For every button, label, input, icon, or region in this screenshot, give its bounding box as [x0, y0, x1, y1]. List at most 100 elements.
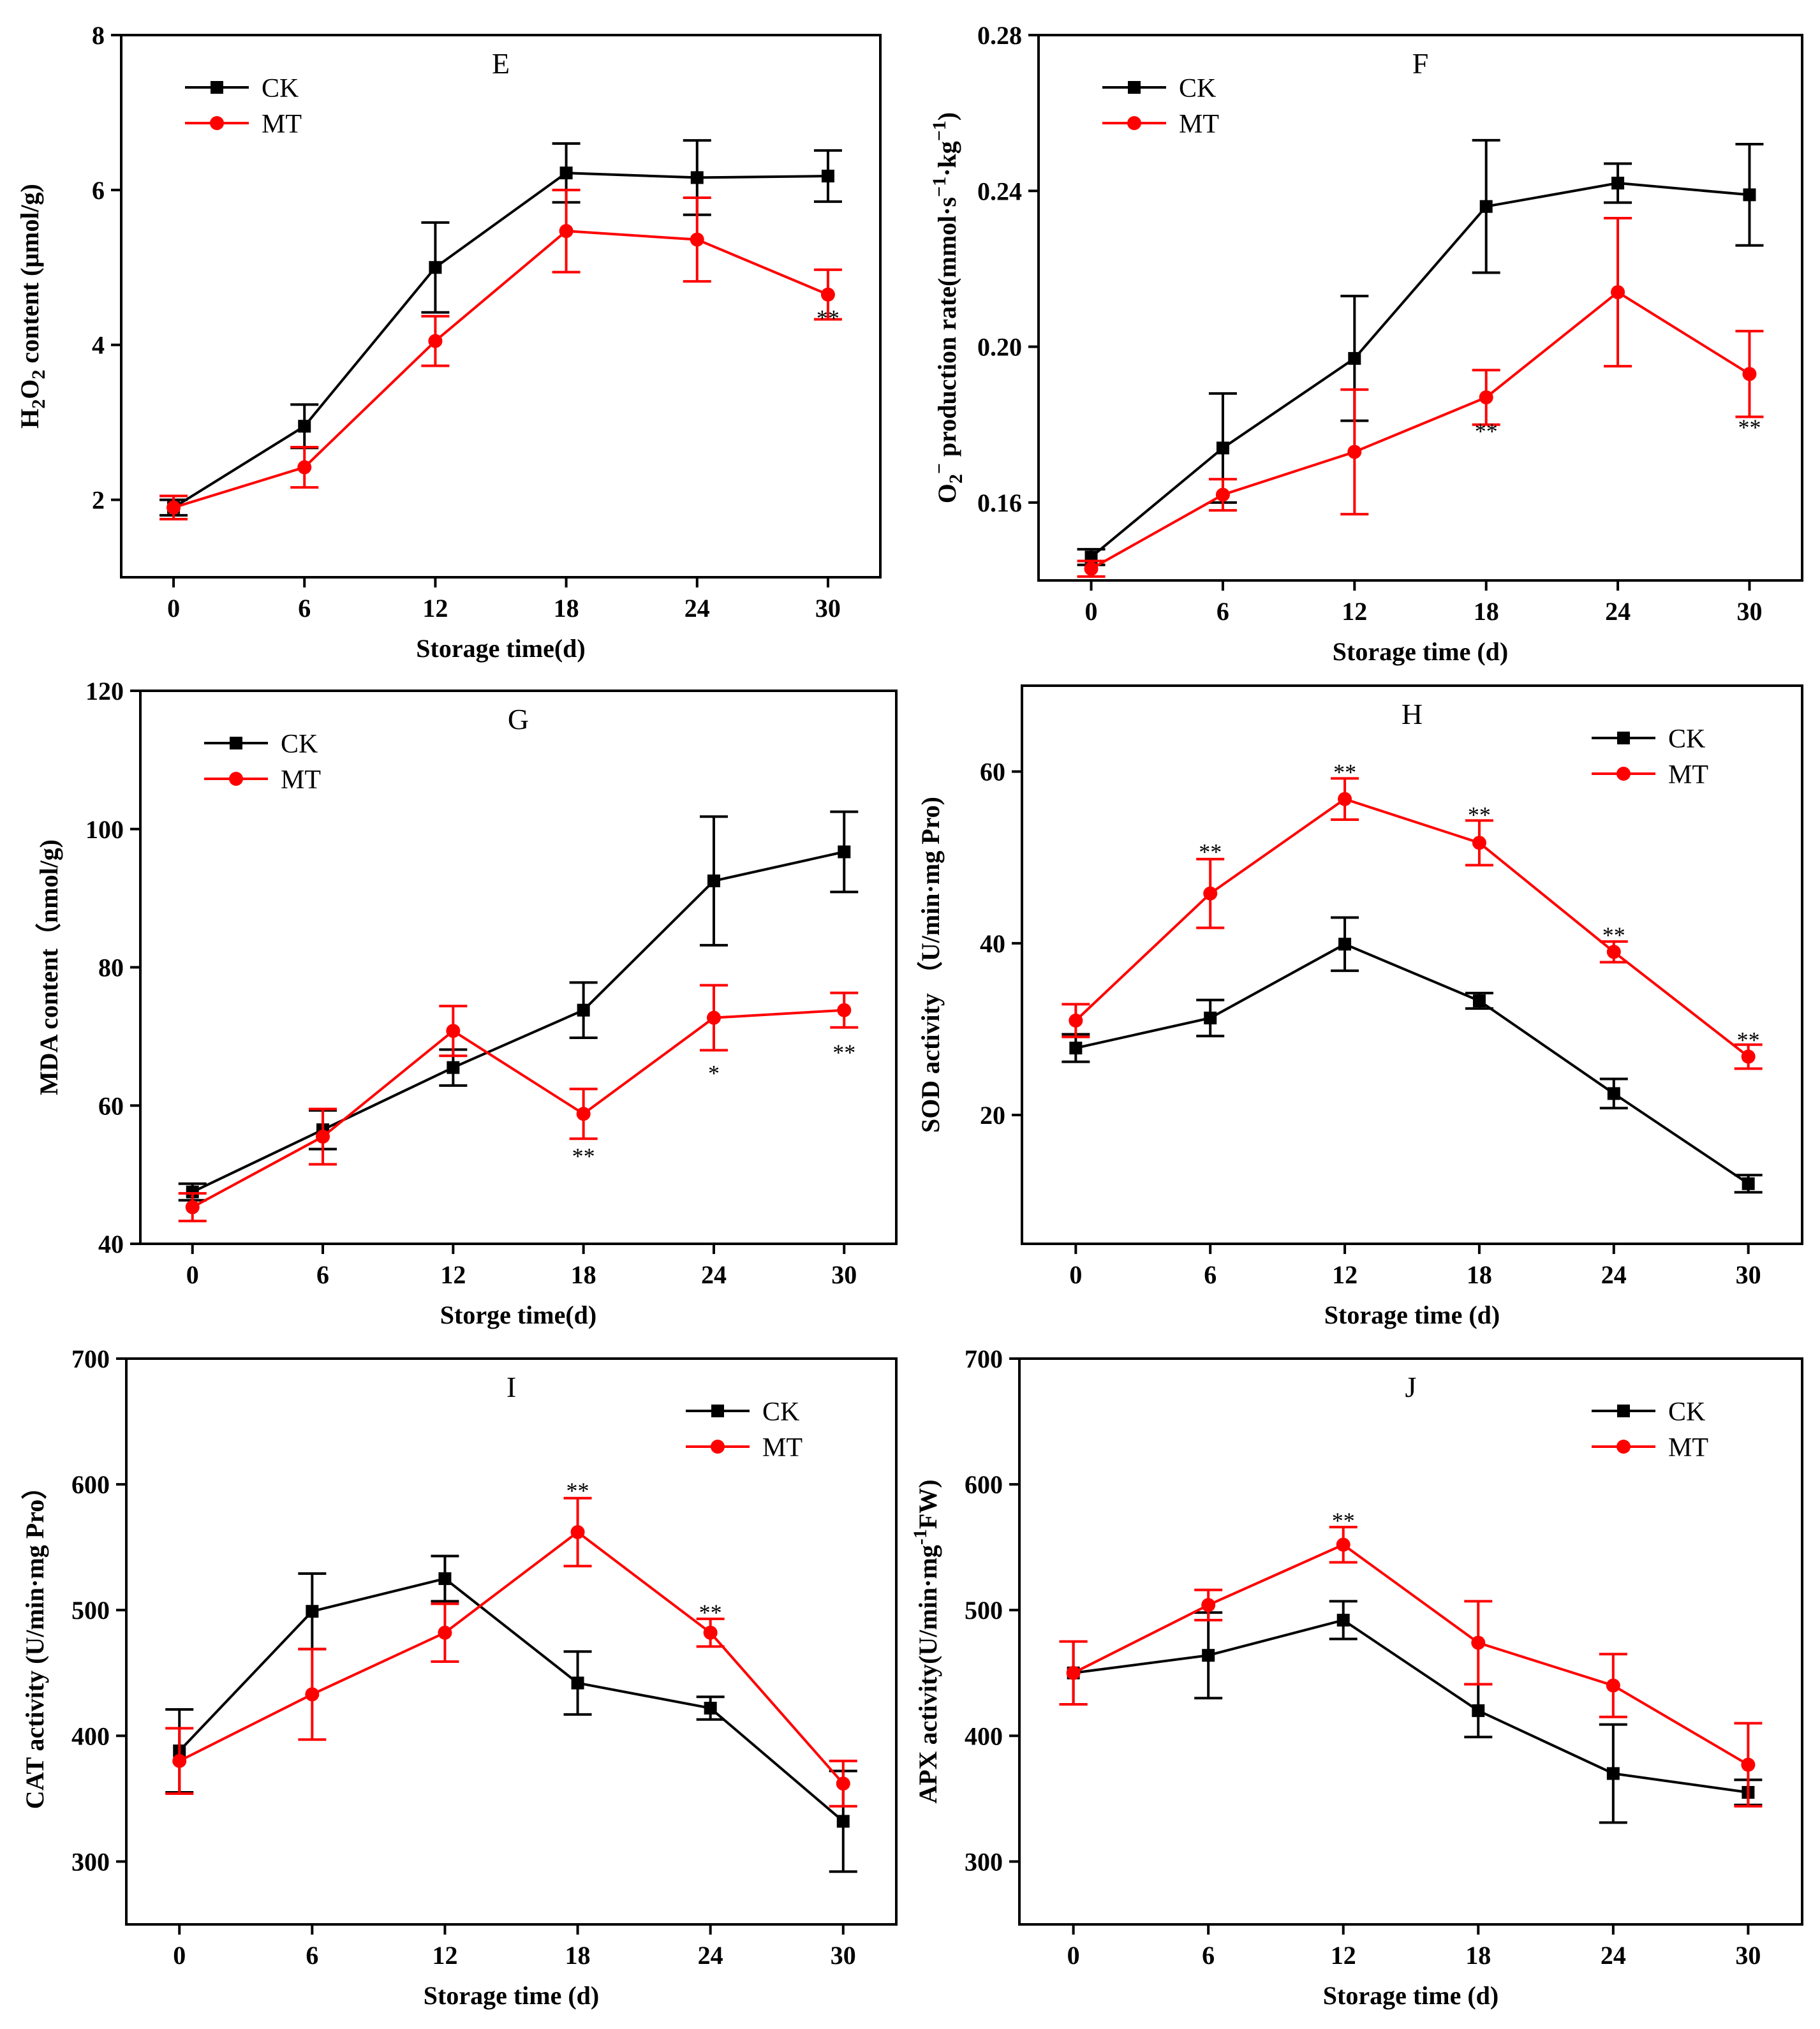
- data-point: [1611, 177, 1625, 190]
- significance-label: **: [572, 1144, 595, 1169]
- data-point: [1742, 1177, 1755, 1190]
- y-axis-title: MDA content（nmol/g): [34, 839, 63, 1095]
- significance-label: **: [1332, 1508, 1355, 1533]
- x-tick-label: 12: [1332, 1260, 1358, 1289]
- x-tick-label: 18: [1465, 1941, 1491, 1970]
- y-tick-label: 8: [92, 21, 105, 50]
- data-point: [820, 287, 835, 302]
- x-tick-label: 6: [1202, 1941, 1215, 1970]
- data-point: [838, 845, 851, 859]
- data-point: [1606, 1767, 1620, 1780]
- x-tick-label: 24: [684, 594, 710, 623]
- y-tick-label: 100: [85, 815, 124, 844]
- y-axis-title-part: −: [929, 463, 950, 474]
- data-point: [1202, 1649, 1215, 1662]
- legend-label-mt: MT: [281, 765, 321, 795]
- x-tick-label: 12: [432, 1941, 457, 1970]
- y-tick-label: 6: [92, 176, 105, 205]
- y-axis-title-part: 2: [945, 474, 966, 483]
- data-point: [1216, 441, 1229, 455]
- y-tick-label: 2: [92, 486, 105, 515]
- y-axis-title-part: O: [933, 483, 961, 503]
- significance-label: *: [708, 1060, 720, 1086]
- data-point: [559, 166, 573, 180]
- data-point: [690, 232, 704, 247]
- y-axis-title-part: H: [15, 409, 44, 429]
- plot-frame: [120, 34, 882, 579]
- data-point: [1472, 1704, 1485, 1717]
- y-axis-title-part: O: [15, 380, 44, 399]
- data-point: [447, 1061, 460, 1074]
- x-tick-label: 30: [1736, 597, 1762, 626]
- series-mt: [165, 1496, 857, 1808]
- significance-label: **: [1738, 415, 1761, 440]
- series-mt: [178, 984, 859, 1223]
- y-tick-label: 0.24: [977, 177, 1022, 205]
- y-tick-label: 20: [980, 1101, 1005, 1130]
- data-point: [305, 1687, 320, 1702]
- data-point: [1742, 367, 1757, 381]
- significance-label: **: [1199, 839, 1222, 865]
- x-tick-label: 30: [1736, 1260, 1761, 1289]
- data-point: [1203, 886, 1218, 901]
- panel-I: 0 6 12 18 24 30 300 400 500 600 700 Storage time (d…: [20, 1345, 898, 2010]
- data-point: [1084, 561, 1099, 576]
- legend-label-mt: MT: [1179, 110, 1219, 139]
- data-point: [1741, 1049, 1756, 1064]
- y-axis-title-part: ·kg: [933, 141, 961, 177]
- x-tick-label: 6: [1217, 597, 1229, 626]
- legend-label-mt: MT: [762, 1433, 803, 1463]
- series-mt: [1077, 217, 1764, 578]
- x-tick-label: 0: [167, 594, 180, 623]
- data-point: [438, 1625, 452, 1640]
- y-axis-title-part: −1: [929, 177, 950, 197]
- data-point: [297, 460, 312, 475]
- data-point: [703, 1625, 718, 1640]
- data-point: [1069, 1014, 1083, 1028]
- panel-letter: J: [1405, 1371, 1417, 1403]
- x-tick-label: 6: [1204, 1260, 1217, 1289]
- data-point: [706, 1010, 721, 1025]
- y-axis-title-part: content (μmol/g): [15, 184, 44, 370]
- x-tick-label: 30: [831, 1260, 857, 1289]
- plot-frame: [1037, 34, 1803, 582]
- significance-label: **: [817, 306, 840, 331]
- data-point: [1338, 938, 1352, 951]
- series-line: [173, 172, 828, 509]
- series-ck: [159, 139, 842, 517]
- data-point: [576, 1107, 591, 1121]
- series-line: [1072, 1543, 1749, 1766]
- y-axis-title-part: −1: [929, 121, 950, 141]
- series-line: [1090, 290, 1750, 570]
- x-axis-title: Storage time (d): [1324, 1301, 1500, 1329]
- data-point: [306, 1605, 319, 1618]
- x-tick-label: 18: [565, 1941, 591, 1970]
- y-axis-title-part: 2: [28, 399, 49, 409]
- x-axis-title: Storage time (d): [1333, 637, 1508, 666]
- data-point: [185, 1200, 200, 1214]
- y-tick-label: 120: [85, 677, 124, 705]
- legend-marker-mt: [229, 772, 243, 786]
- significance-label: **: [566, 1478, 589, 1503]
- panel-letter: E: [492, 47, 510, 80]
- legend-marker-ck: [711, 1405, 724, 1417]
- y-tick-label: 600: [71, 1470, 110, 1499]
- series-line: [1073, 1618, 1749, 1794]
- x-tick-label: 24: [701, 1260, 727, 1289]
- y-axis-title-part: MDA content（nmol/g): [34, 839, 63, 1095]
- data-point: [429, 261, 442, 274]
- y-tick-label: 0.16: [977, 489, 1022, 517]
- x-tick-label: 12: [440, 1260, 466, 1289]
- legend-marker-mt: [210, 116, 224, 130]
- y-tick-label: 300: [71, 1847, 110, 1876]
- y-tick-label: 4: [92, 331, 105, 360]
- series-mt: [1062, 777, 1763, 1070]
- x-tick-label: 0: [1067, 1941, 1080, 1970]
- series-line: [1074, 797, 1749, 1058]
- legend-marker-mt: [1617, 1440, 1631, 1454]
- x-tick-label: 24: [1605, 597, 1631, 626]
- series-line: [191, 850, 845, 1193]
- data-point: [704, 1701, 717, 1715]
- panel-letter: G: [508, 703, 529, 735]
